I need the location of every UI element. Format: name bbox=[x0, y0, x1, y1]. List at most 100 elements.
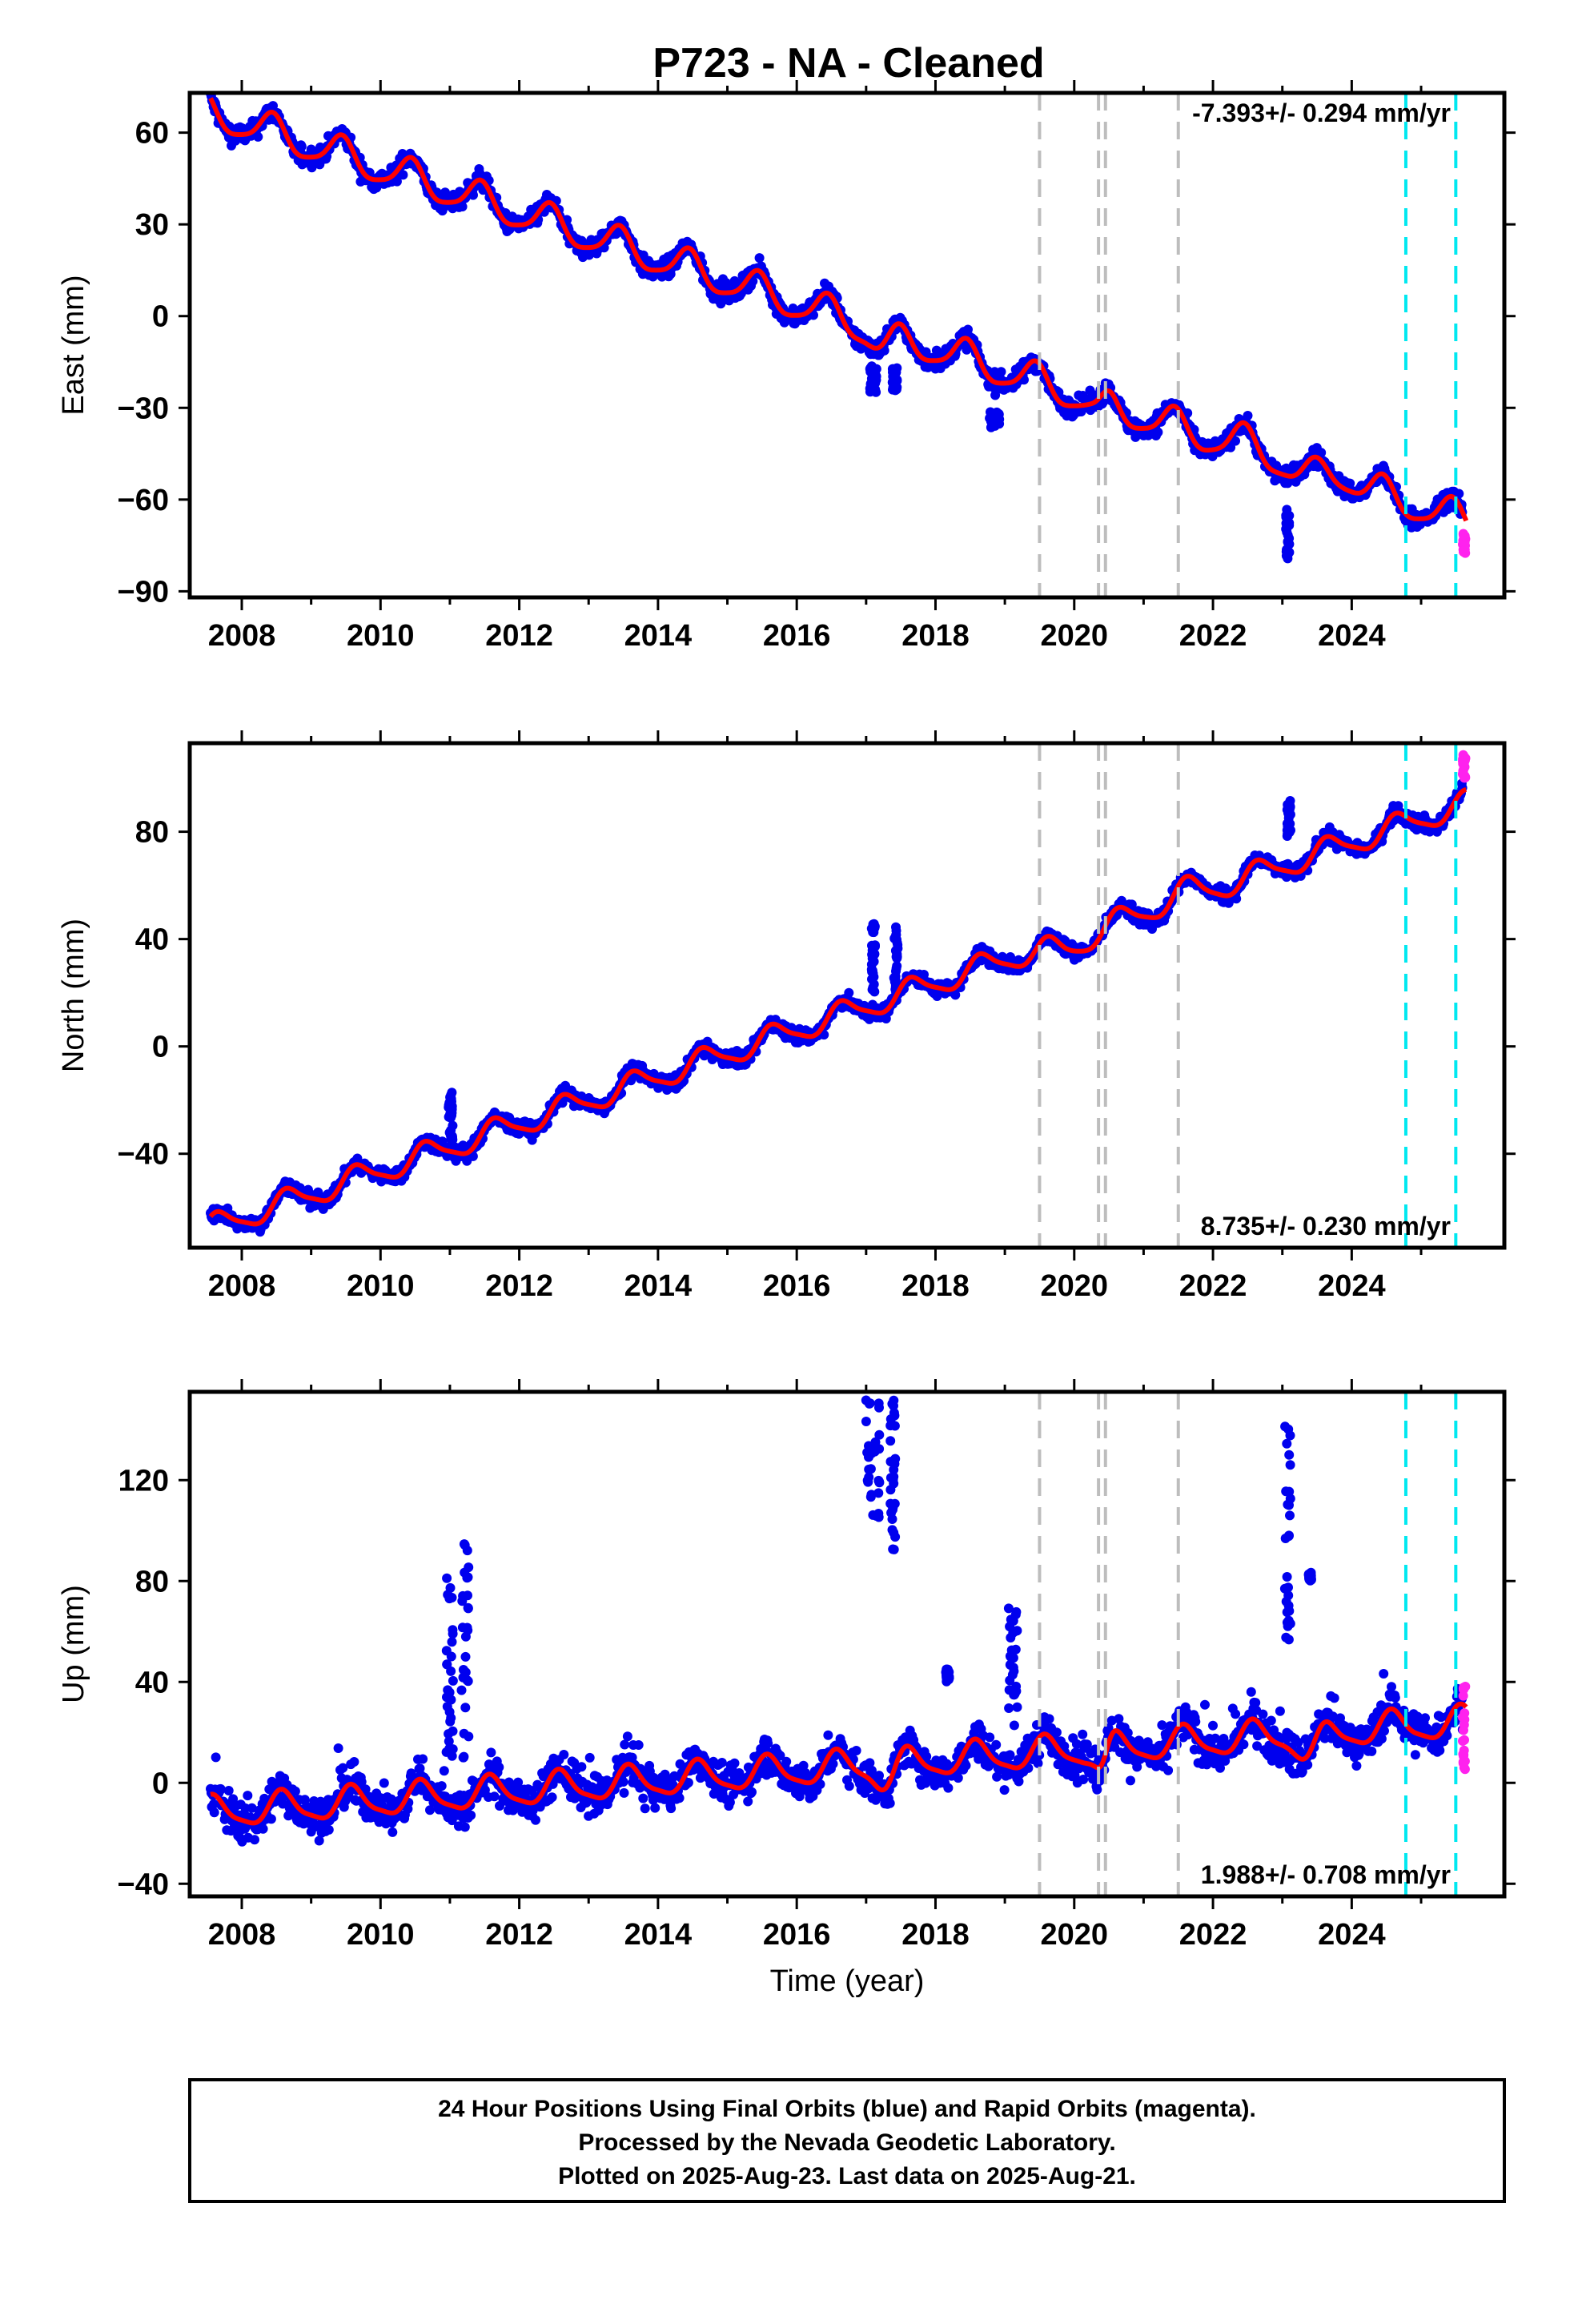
final-orbit-point bbox=[489, 1791, 500, 1802]
y-tick-label: 40 bbox=[135, 923, 169, 957]
x-tick-label: 2008 bbox=[208, 1269, 276, 1303]
final-orbit-point bbox=[547, 1792, 557, 1803]
final-orbit-point bbox=[223, 1786, 234, 1795]
final-orbit-point bbox=[666, 1803, 677, 1814]
final-orbit-point bbox=[1231, 894, 1242, 904]
rapid-orbit-points bbox=[1458, 750, 1471, 783]
x-tick-label: 2020 bbox=[1041, 1269, 1109, 1303]
final-orbit-outlier bbox=[869, 384, 879, 395]
panels-group: 2008 2010 2012 2014 2016 2018 2020 2022 20246030… bbox=[57, 80, 1516, 1998]
final-orbit-point bbox=[457, 202, 468, 211]
final-orbit-point bbox=[379, 1778, 389, 1788]
final-orbit-point bbox=[1243, 411, 1253, 420]
final-orbit-point bbox=[622, 1731, 632, 1742]
final-orbit-point bbox=[494, 1762, 504, 1772]
final-orbit-point bbox=[844, 987, 854, 998]
x-tick-label: 2022 bbox=[1179, 1269, 1247, 1303]
final-orbit-point bbox=[437, 1136, 448, 1147]
final-orbit-outlier bbox=[867, 953, 877, 963]
final-orbit-outlier bbox=[867, 984, 877, 995]
y-axis-label: North (mm) bbox=[57, 919, 90, 1072]
final-orbit-point bbox=[486, 1747, 496, 1758]
final-orbit-point bbox=[323, 1824, 334, 1835]
x-tick-label: 2014 bbox=[624, 619, 693, 653]
x-tick-label: 2010 bbox=[347, 1269, 415, 1303]
final-orbit-point bbox=[1454, 489, 1464, 499]
final-orbit-point bbox=[360, 1784, 371, 1795]
final-orbit-outlier bbox=[444, 1112, 454, 1122]
rapid-orbit-point bbox=[1460, 545, 1470, 555]
final-orbit-point bbox=[466, 1810, 476, 1820]
panel-frame bbox=[187, 90, 1507, 600]
x-tick-label: 2018 bbox=[901, 619, 970, 653]
rapid-orbit-point bbox=[1460, 771, 1470, 782]
x-tick-label: 2014 bbox=[624, 1269, 693, 1303]
final-orbit-point bbox=[531, 1815, 540, 1825]
final-orbit-point bbox=[439, 1766, 449, 1776]
y-tick-label: −60 bbox=[118, 484, 169, 517]
final-orbit-point bbox=[620, 1739, 630, 1750]
rapid-orbit-points bbox=[1458, 529, 1471, 558]
final-orbit-point bbox=[266, 1814, 276, 1824]
y-tick-label: 30 bbox=[135, 208, 169, 242]
final-orbit-outlier bbox=[890, 975, 901, 986]
final-orbit-point bbox=[640, 1803, 650, 1814]
panel-frame bbox=[187, 741, 1507, 1250]
model-line bbox=[208, 787, 1468, 1227]
final-orbit-point bbox=[683, 1778, 693, 1787]
final-orbit-point bbox=[460, 1822, 470, 1832]
final-orbit-outlier bbox=[891, 922, 901, 932]
final-orbit-point bbox=[618, 1777, 628, 1787]
final-orbit-outlier bbox=[892, 948, 902, 959]
final-orbit-point bbox=[387, 1827, 398, 1837]
final-orbit-point bbox=[754, 253, 765, 263]
final-orbit-outlier bbox=[994, 419, 1005, 429]
rate-label: -7.393+/- 0.294 mm/yr bbox=[1192, 99, 1451, 127]
y-axis-label: East (mm) bbox=[57, 275, 90, 415]
final-orbit-point bbox=[314, 1835, 324, 1846]
final-orbit-outlier bbox=[892, 961, 902, 971]
final-orbit-point bbox=[250, 1835, 259, 1845]
final-orbit-point bbox=[650, 1803, 661, 1813]
final-orbit-point bbox=[468, 1151, 478, 1161]
x-tick-label: 2008 bbox=[208, 619, 276, 653]
rapid-orbit-point bbox=[1458, 530, 1468, 540]
x-tick-label: 2016 bbox=[763, 1269, 831, 1303]
final-orbit-outlier bbox=[866, 373, 877, 384]
x-tick-label: 2012 bbox=[485, 1269, 553, 1303]
final-orbit-point bbox=[963, 324, 973, 335]
final-orbit-point bbox=[333, 1743, 343, 1753]
x-tick-label: 2024 bbox=[1318, 619, 1386, 653]
panel-up: 2008 2010 2012 2014 2016 2018 2020 2022 20241208… bbox=[57, 1379, 1516, 1998]
final-orbit-outlier bbox=[1282, 831, 1292, 841]
final-orbit-outlier bbox=[1281, 524, 1291, 534]
final-orbit-point bbox=[343, 1788, 354, 1799]
final-orbit-point bbox=[398, 170, 408, 180]
final-orbit-point bbox=[338, 1763, 348, 1773]
x-tick-label: 2020 bbox=[1041, 619, 1109, 653]
final-orbit-outlier bbox=[890, 934, 900, 944]
x-tick-label: 2022 bbox=[1179, 619, 1247, 653]
chart-title: P723 - NA - Cleaned bbox=[652, 40, 1044, 86]
final-orbit-point bbox=[996, 367, 1006, 377]
final-orbit-point bbox=[559, 1750, 569, 1759]
rate-label: 8.735+/- 0.230 mm/yr bbox=[1201, 1212, 1451, 1240]
final-orbit-outlier bbox=[1282, 545, 1291, 555]
y-tick-label: 0 bbox=[152, 1031, 169, 1064]
y-tick-label: −40 bbox=[118, 1138, 169, 1172]
final-orbit-point bbox=[584, 1752, 595, 1763]
final-orbit-point bbox=[418, 1754, 428, 1764]
x-tick-label: 2010 bbox=[347, 619, 415, 653]
final-orbit-point bbox=[425, 1805, 435, 1815]
final-orbit-outlier bbox=[446, 1134, 456, 1144]
final-orbit-point bbox=[921, 347, 931, 357]
panel-north: 2008 2010 2012 2014 2016 2018 2020 2022 20248040… bbox=[57, 730, 1516, 1303]
final-orbit-outlier bbox=[446, 1125, 456, 1136]
final-orbit-point bbox=[638, 1793, 648, 1803]
final-orbit-point bbox=[349, 1757, 359, 1767]
final-orbit-point bbox=[1316, 448, 1327, 458]
final-orbit-point bbox=[619, 1787, 629, 1798]
